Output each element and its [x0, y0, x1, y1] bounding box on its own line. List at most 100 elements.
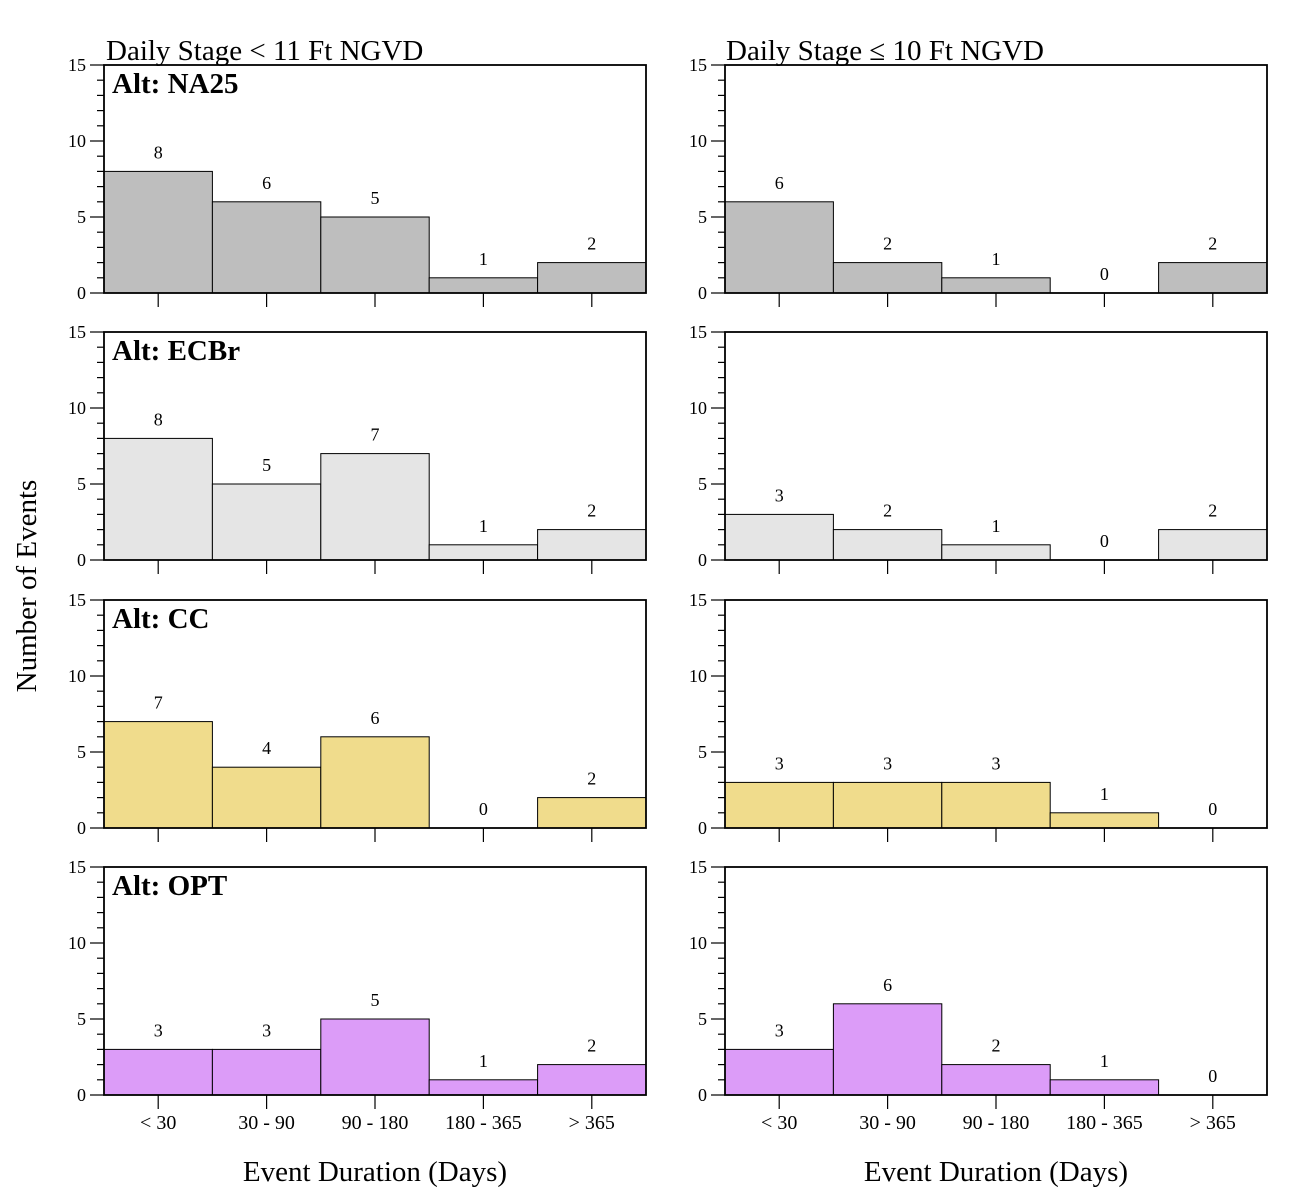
bar	[320, 1018, 430, 1096]
y-tick-label: 5	[698, 742, 707, 762]
y-tick-label: 5	[77, 474, 86, 494]
bar	[320, 736, 430, 829]
bar	[1158, 529, 1268, 561]
bar	[103, 170, 213, 294]
data-label: 1	[479, 516, 488, 536]
data-label: 2	[587, 501, 596, 521]
y-tick-label: 0	[698, 283, 707, 303]
bar	[428, 277, 539, 294]
data-label: 3	[992, 753, 1001, 773]
y-tick-label: 10	[689, 131, 707, 151]
bar	[832, 781, 943, 829]
data-label: 3	[883, 753, 892, 773]
y-tick-label: 5	[698, 474, 707, 494]
data-label: 6	[883, 975, 892, 995]
data-label: 8	[154, 142, 163, 162]
x-axis-title-right: Event Duration (Days)	[864, 1156, 1128, 1188]
y-tick-label: 15	[68, 55, 86, 75]
y-tick-label: 15	[68, 322, 86, 342]
data-label: 2	[992, 1036, 1001, 1056]
panel-opt-left: 3 3 5 1 2 0 5 10 15 < 30 30 - 90 90 - 180 180 - 365 >…	[68, 857, 647, 1134]
x-category-label: > 365	[569, 1112, 615, 1134]
data-label: 7	[371, 425, 380, 445]
data-label: 2	[587, 1036, 596, 1056]
bar	[537, 1064, 647, 1096]
bar	[724, 1048, 834, 1096]
bar	[537, 797, 647, 829]
panel-label: Alt: CC	[112, 603, 209, 635]
panel-label: Alt: NA25	[112, 68, 238, 100]
y-tick-label: 15	[68, 857, 86, 877]
data-label: 6	[371, 708, 380, 728]
column-title-right: Daily Stage ≤ 10 Ft NGVD	[726, 35, 1044, 67]
panel-cc-left: 7 4 6 0 2 0 5 10 15 Alt: CC	[68, 590, 647, 842]
data-label: 3	[775, 1020, 784, 1040]
data-label: 2	[1208, 234, 1217, 254]
data-label: 2	[587, 234, 596, 254]
y-tick-label: 15	[689, 55, 707, 75]
bar	[103, 437, 213, 561]
y-tick-label: 10	[68, 398, 86, 418]
y-tick-label: 10	[68, 131, 86, 151]
data-label: 1	[1100, 784, 1109, 804]
data-label: 2	[587, 769, 596, 789]
column-title-left: Daily Stage < 11 Ft NGVD	[106, 35, 423, 67]
bar	[724, 201, 834, 294]
x-category-label: 180 - 365	[445, 1112, 522, 1134]
x-category-label: < 30	[140, 1112, 176, 1134]
y-tick-label: 10	[68, 666, 86, 686]
bar	[537, 529, 647, 561]
data-label: 1	[479, 249, 488, 269]
bar	[941, 277, 1051, 294]
data-label: 5	[371, 188, 380, 208]
data-label: 3	[262, 1020, 271, 1040]
x-axis-title-left: Event Duration (Days)	[243, 1156, 507, 1188]
y-tick-label: 5	[77, 1009, 86, 1029]
x-category-label: 30 - 90	[859, 1112, 916, 1134]
x-category-label: 180 - 365	[1066, 1112, 1143, 1134]
data-label: 1	[1100, 1051, 1109, 1071]
bar	[211, 766, 322, 829]
data-label: 5	[262, 455, 271, 475]
data-label: 3	[775, 485, 784, 505]
x-category-label: 90 - 180	[963, 1112, 1030, 1134]
panel-ecbr-left: 8 5 7 1 2 0 5 10 15 Alt: ECBr	[68, 322, 647, 574]
bar	[320, 453, 430, 561]
y-tick-label: 0	[77, 283, 86, 303]
data-label: 1	[992, 249, 1001, 269]
y-tick-label: 5	[77, 207, 86, 227]
data-label: 0	[1100, 531, 1109, 551]
bar	[1158, 262, 1268, 294]
data-label: 1	[992, 516, 1001, 536]
y-tick-label: 10	[689, 398, 707, 418]
bar	[941, 781, 1051, 829]
y-tick-label: 5	[698, 1009, 707, 1029]
bar	[428, 544, 539, 561]
bar	[1049, 1079, 1160, 1096]
bar	[724, 781, 834, 829]
y-tick-label: 0	[698, 818, 707, 838]
data-label: 0	[1100, 264, 1109, 284]
bar	[320, 216, 430, 294]
data-label: 2	[883, 234, 892, 254]
data-label: 2	[1208, 501, 1217, 521]
y-tick-label: 10	[689, 666, 707, 686]
bar	[941, 1064, 1051, 1096]
data-label: 7	[154, 693, 163, 713]
data-label: 3	[775, 753, 784, 773]
bar	[103, 721, 213, 829]
data-label: 3	[154, 1020, 163, 1040]
bar	[211, 1048, 322, 1096]
bar	[103, 1048, 213, 1096]
panel-label: Alt: OPT	[112, 870, 227, 902]
x-category-label: 30 - 90	[238, 1112, 295, 1134]
bar	[832, 262, 943, 294]
y-tick-label: 5	[698, 207, 707, 227]
y-axis-title: Number of Events	[11, 480, 43, 693]
x-category-label: 90 - 180	[342, 1112, 409, 1134]
y-tick-label: 5	[77, 742, 86, 762]
